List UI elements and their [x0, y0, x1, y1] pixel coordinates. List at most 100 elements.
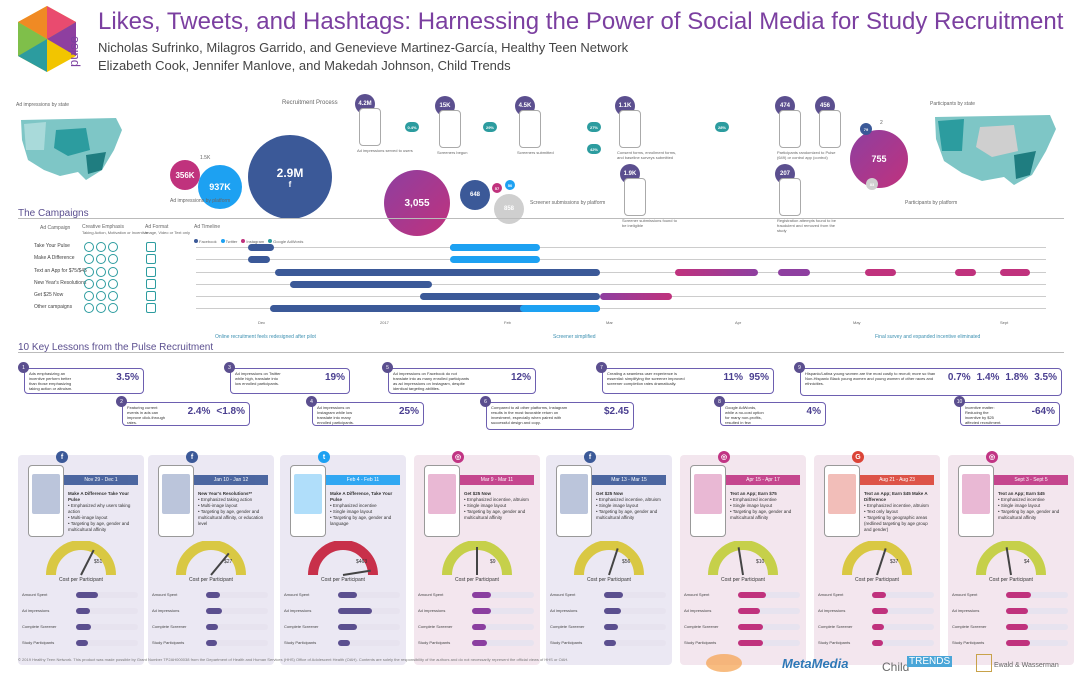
- timeline-row-line: [196, 272, 1046, 273]
- creative-icon: [84, 254, 94, 264]
- step-phone: [359, 108, 381, 146]
- cost-gauge: $463: [308, 541, 378, 576]
- tw-impressions-bubble: 937K: [198, 165, 242, 209]
- metric-label: Ad impressions: [284, 608, 312, 613]
- metric-fill: [604, 608, 622, 614]
- card-bullet: • Targeting by age, gender and language: [330, 515, 392, 526]
- metric-row: Study Participants: [952, 639, 1070, 647]
- campaign-bar: [1000, 269, 1030, 276]
- lesson-stats: 12%: [511, 372, 531, 383]
- metric-fill: [338, 592, 357, 598]
- card-bullet: • Targeting by geographic areas (redline…: [864, 515, 928, 532]
- google-impressions-value: 1.5K: [200, 155, 211, 161]
- metric-bar: [738, 608, 800, 614]
- metric-label: Amount Spent: [818, 592, 844, 597]
- lesson-box: Ad impressions on Twitter while high, tr…: [230, 368, 350, 394]
- metric-row: Study Participants: [284, 639, 402, 647]
- card-bullet: • Emphasized why users taking action: [68, 503, 131, 514]
- map-ad-impressions: [21, 118, 122, 180]
- ad-image: [162, 474, 190, 514]
- metric-fill: [76, 624, 91, 630]
- step-percent: 29%: [483, 122, 497, 132]
- cost-value: $4: [1024, 559, 1030, 565]
- instagram-icon: ◎: [718, 451, 730, 463]
- metric-fill: [738, 592, 766, 598]
- metric-fill: [738, 608, 760, 614]
- card-bullet: • Single image layout: [998, 503, 1041, 508]
- cost-gauge: $37: [842, 541, 912, 576]
- lesson-number: 8: [714, 396, 725, 407]
- metric-label: Study Participants: [684, 640, 717, 645]
- submissions-platform-label: Screener submissions by platform: [530, 200, 606, 206]
- footer-text: © 2019 Healthy Teen Network. This produc…: [18, 657, 569, 662]
- campaign-bar: [275, 269, 600, 276]
- lesson-box: Featuring current events in ads can impr…: [122, 402, 250, 426]
- cost-value: $51: [94, 559, 103, 565]
- lesson-text: Ads emphasizing an incentive perform bet…: [29, 371, 73, 391]
- creative-icon: [96, 267, 106, 277]
- step-phone: [624, 178, 646, 216]
- lesson-text: Featuring current events in ads can impr…: [127, 405, 166, 425]
- metric-label: Complete Screener: [284, 624, 319, 629]
- lesson-stat: 2.4%: [187, 406, 211, 417]
- fb-submissions-bubble: 648: [460, 180, 490, 210]
- step-percent: 42%: [587, 144, 601, 154]
- metric-label: Amount Spent: [22, 592, 48, 597]
- card-bullet: • Targeting by age, gender and multicult…: [198, 509, 264, 526]
- ad-phone-mockup: [958, 465, 994, 537]
- card-description: Make A Difference, Take Your Pulse • Emph…: [330, 491, 402, 527]
- metric-bar: [76, 608, 138, 614]
- ad-image: [32, 474, 60, 514]
- step-percent: 28%: [715, 122, 729, 132]
- lesson-text: Google AdWords, while a no-cost option f…: [725, 405, 764, 425]
- metric-bar: [604, 608, 666, 614]
- timeline-tick: Feb: [504, 320, 511, 325]
- metric-bar: [338, 640, 400, 646]
- cost-value: $56: [622, 559, 631, 565]
- lesson-stat: 3.5%: [116, 372, 139, 383]
- legend-item: Facebook: [194, 239, 217, 244]
- facebook-icon: f: [56, 451, 68, 463]
- card-bullet: • Emphasized incentive: [998, 497, 1045, 502]
- metric-row: Complete Screener: [684, 623, 802, 631]
- cost-label: Cost per Participant: [59, 577, 103, 583]
- lesson-number: 5: [382, 362, 393, 373]
- gauge-needle: [80, 549, 95, 576]
- metric-fill: [1006, 624, 1029, 630]
- step-label: Screeners begun: [437, 150, 468, 155]
- campaign-row-label: Other campaigns: [34, 304, 73, 310]
- step-phone: [779, 178, 801, 216]
- campaign-bar: [778, 269, 810, 276]
- card-campaign-title: Make A Difference, Take Your Pulse: [330, 491, 393, 502]
- timeline-tick: Dec: [258, 320, 266, 325]
- step-label: Participants randomized to Pulse (649) o…: [777, 150, 836, 160]
- timeline-row-line: [196, 259, 1046, 260]
- lesson-stat: 95%: [748, 372, 769, 383]
- metric-row: Amount Spent: [952, 591, 1070, 599]
- metric-label: Amount Spent: [550, 592, 576, 597]
- ad-image: [428, 474, 456, 514]
- campaign-row-label: Get $25 Now: [34, 292, 64, 298]
- metric-row: Ad impressions: [818, 607, 936, 615]
- lesson-stats: 2.4% <1.8%: [188, 406, 245, 417]
- metric-bar: [1006, 640, 1068, 646]
- creative-icon: [108, 242, 118, 252]
- ad-image: [560, 474, 588, 514]
- lessons-divider: [18, 352, 1064, 353]
- metric-label: Study Participants: [952, 640, 985, 645]
- ad-image: [294, 474, 322, 514]
- ad-phone-mockup: [424, 465, 460, 537]
- instagram-icon: ◎: [452, 451, 464, 463]
- gauge-needle: [737, 547, 744, 576]
- metric-bar: [206, 640, 268, 646]
- creative-icon: [108, 254, 118, 264]
- metric-row: Amount Spent: [684, 591, 802, 599]
- creative-icon: [96, 303, 106, 313]
- metric-row: Amount Spent: [284, 591, 402, 599]
- metric-label: Complete Screener: [22, 624, 57, 629]
- gauge-arc: [708, 541, 778, 576]
- ad-image: [962, 474, 990, 514]
- facebook-icon: f: [186, 451, 198, 463]
- metric-fill: [338, 624, 357, 630]
- lesson-stats: 4%: [807, 406, 821, 417]
